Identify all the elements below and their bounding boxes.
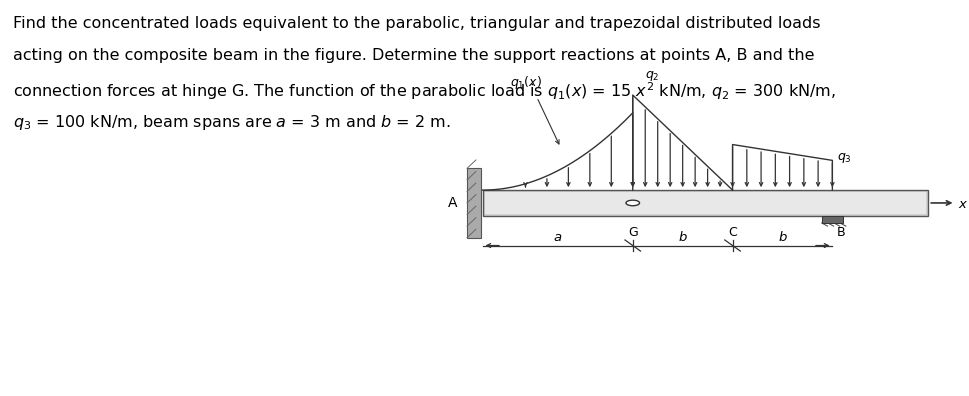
Text: $x$: $x$	[958, 198, 969, 211]
Text: connection forces at hinge G. The function of the parabolic load is $q_1(x)$ = 1: connection forces at hinge G. The functi…	[13, 81, 835, 103]
Text: $b$: $b$	[777, 230, 788, 244]
Text: Find the concentrated loads equivalent to the parabolic, triangular and trapezoi: Find the concentrated loads equivalent t…	[13, 16, 820, 31]
Text: C: C	[728, 226, 737, 239]
Text: G: G	[628, 226, 638, 239]
Bar	[483, 190, 928, 216]
Bar	[484, 192, 926, 214]
Text: A: A	[448, 196, 457, 210]
Circle shape	[626, 200, 640, 206]
Text: $q_2$: $q_2$	[644, 69, 659, 83]
Text: $q_3$: $q_3$	[837, 151, 852, 166]
Text: acting on the composite beam in the figure. Determine the support reactions at p: acting on the composite beam in the figu…	[13, 48, 814, 63]
Text: $q_1(x)$: $q_1(x)$	[510, 74, 542, 91]
Text: $a$: $a$	[553, 230, 562, 244]
Bar	[467, 168, 481, 238]
Text: $b$: $b$	[677, 230, 688, 244]
Text: B: B	[837, 226, 846, 239]
Text: $q_3$ = 100 kN/m, beam spans are $a$ = 3 m and $b$ = 2 m.: $q_3$ = 100 kN/m, beam spans are $a$ = 3…	[13, 113, 450, 132]
Bar	[822, 216, 843, 223]
